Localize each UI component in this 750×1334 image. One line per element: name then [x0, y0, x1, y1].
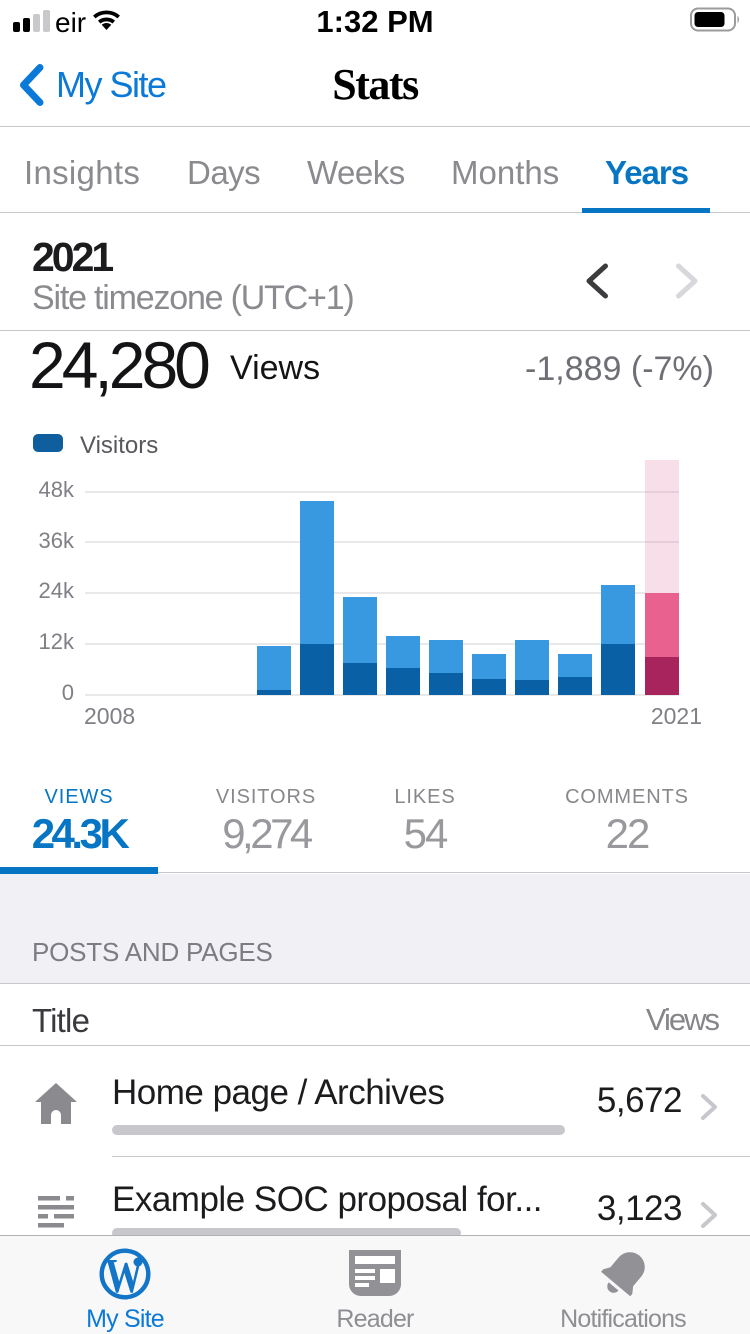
svg-text:W: W	[105, 1249, 143, 1301]
